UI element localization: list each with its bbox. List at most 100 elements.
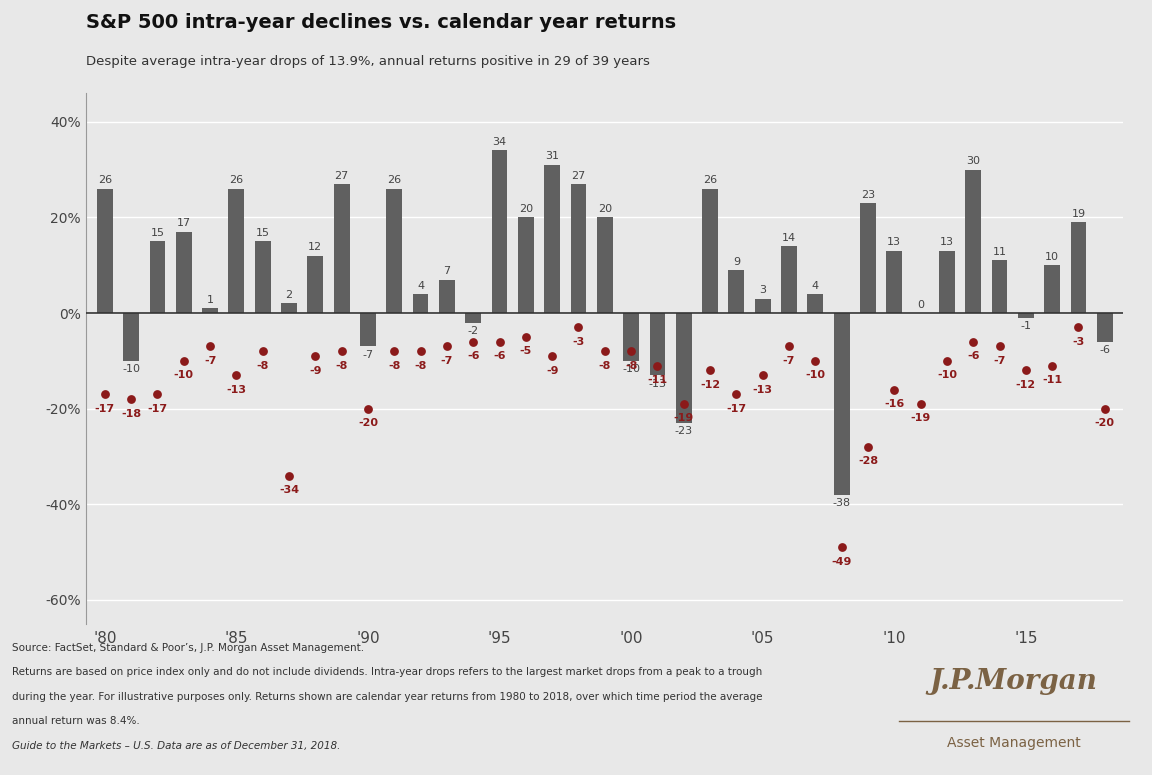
Text: -10: -10 xyxy=(122,364,141,374)
Text: Guide to the Markets – U.S. Data are as of December 31, 2018.: Guide to the Markets – U.S. Data are as … xyxy=(12,741,340,751)
Text: 2: 2 xyxy=(286,290,293,300)
Text: -7: -7 xyxy=(993,356,1006,366)
Text: Returns are based on price index only and do not include dividends. Intra-year d: Returns are based on price index only an… xyxy=(12,667,761,677)
Point xyxy=(200,340,219,353)
Text: 3: 3 xyxy=(759,285,766,295)
Bar xyxy=(465,313,482,322)
Bar xyxy=(1044,265,1060,313)
Text: Despite average intra-year drops of 13.9%, annual returns positive in 29 of 39 y: Despite average intra-year drops of 13.9… xyxy=(86,55,650,68)
Text: -5: -5 xyxy=(520,346,532,356)
Text: Source: FactSet, Standard & Poor’s, J.P. Morgan Asset Management.: Source: FactSet, Standard & Poor’s, J.P.… xyxy=(12,643,364,653)
Point xyxy=(964,336,983,348)
Text: -3: -3 xyxy=(1073,337,1084,347)
Text: -6: -6 xyxy=(493,351,506,361)
Text: 0: 0 xyxy=(917,300,924,310)
Text: -6: -6 xyxy=(967,351,979,361)
Bar xyxy=(97,188,113,313)
Text: -17: -17 xyxy=(147,404,167,414)
Bar xyxy=(992,260,1007,313)
Bar xyxy=(597,217,613,313)
Point xyxy=(1096,402,1114,415)
Bar xyxy=(1070,222,1086,313)
Bar xyxy=(1097,313,1113,342)
Text: -6: -6 xyxy=(467,351,479,361)
Text: -8: -8 xyxy=(388,361,401,370)
Point xyxy=(991,340,1009,353)
Text: 19: 19 xyxy=(1071,208,1085,219)
Text: -9: -9 xyxy=(546,366,559,376)
Text: -11: -11 xyxy=(1043,375,1062,385)
Point xyxy=(753,369,772,381)
Text: -9: -9 xyxy=(309,366,321,376)
Text: -38: -38 xyxy=(833,498,850,508)
Bar xyxy=(886,251,902,313)
Bar xyxy=(203,308,218,313)
Text: S&P 500 intra-year declines vs. calendar year returns: S&P 500 intra-year declines vs. calendar… xyxy=(86,13,676,33)
Text: during the year. For illustrative purposes only. Returns shown are calendar year: during the year. For illustrative purpos… xyxy=(12,692,761,702)
Text: -20: -20 xyxy=(1094,418,1115,429)
Text: -28: -28 xyxy=(858,456,878,467)
Text: -8: -8 xyxy=(257,361,268,370)
Bar xyxy=(123,313,139,361)
Text: 26: 26 xyxy=(229,175,243,185)
Text: -13: -13 xyxy=(752,384,773,394)
Bar xyxy=(965,170,982,313)
Point xyxy=(622,345,641,357)
Bar xyxy=(939,251,955,313)
Bar xyxy=(728,270,744,313)
Text: 12: 12 xyxy=(309,243,323,252)
Bar xyxy=(439,280,455,313)
Bar xyxy=(781,246,797,313)
Text: -17: -17 xyxy=(726,404,746,414)
Point xyxy=(780,340,798,353)
Bar xyxy=(544,165,560,313)
Text: -3: -3 xyxy=(573,337,584,347)
Text: 11: 11 xyxy=(993,247,1007,257)
Text: -7: -7 xyxy=(441,356,453,366)
Text: -10: -10 xyxy=(937,370,957,381)
Text: -18: -18 xyxy=(121,408,142,418)
Point xyxy=(858,441,877,453)
Text: 20: 20 xyxy=(598,204,612,214)
Text: 13: 13 xyxy=(887,237,901,247)
Bar xyxy=(834,313,849,494)
Text: J.P.Morgan: J.P.Morgan xyxy=(930,668,1098,695)
Point xyxy=(96,388,114,401)
Text: 7: 7 xyxy=(444,266,450,276)
Bar xyxy=(755,298,771,313)
Text: 27: 27 xyxy=(571,170,585,181)
Text: -49: -49 xyxy=(832,557,851,567)
Text: -13: -13 xyxy=(649,378,666,388)
Text: -7: -7 xyxy=(783,356,795,366)
Bar xyxy=(650,313,666,375)
Bar xyxy=(861,203,876,313)
Point xyxy=(1069,321,1087,333)
Text: annual return was 8.4%.: annual return was 8.4%. xyxy=(12,716,139,726)
Point xyxy=(700,364,719,377)
Bar xyxy=(570,184,586,313)
Text: 26: 26 xyxy=(703,175,718,185)
Text: -8: -8 xyxy=(415,361,426,370)
Bar xyxy=(176,232,191,313)
Point xyxy=(385,345,403,357)
Text: -20: -20 xyxy=(358,418,378,429)
Text: -1: -1 xyxy=(1021,321,1031,331)
Point xyxy=(306,350,325,362)
Point xyxy=(253,345,272,357)
Bar xyxy=(492,150,507,313)
Text: -12: -12 xyxy=(700,380,720,390)
Text: -19: -19 xyxy=(674,413,694,423)
Text: 26: 26 xyxy=(98,175,112,185)
Point xyxy=(280,470,298,482)
Point xyxy=(149,388,167,401)
Point xyxy=(649,360,667,372)
Point xyxy=(358,402,377,415)
Text: -8: -8 xyxy=(335,361,348,370)
Text: 13: 13 xyxy=(940,237,954,247)
Text: 4: 4 xyxy=(417,281,424,291)
Bar xyxy=(386,188,402,313)
Point xyxy=(333,345,351,357)
Point xyxy=(833,541,851,553)
Text: -10: -10 xyxy=(622,364,641,374)
Point xyxy=(885,384,903,396)
